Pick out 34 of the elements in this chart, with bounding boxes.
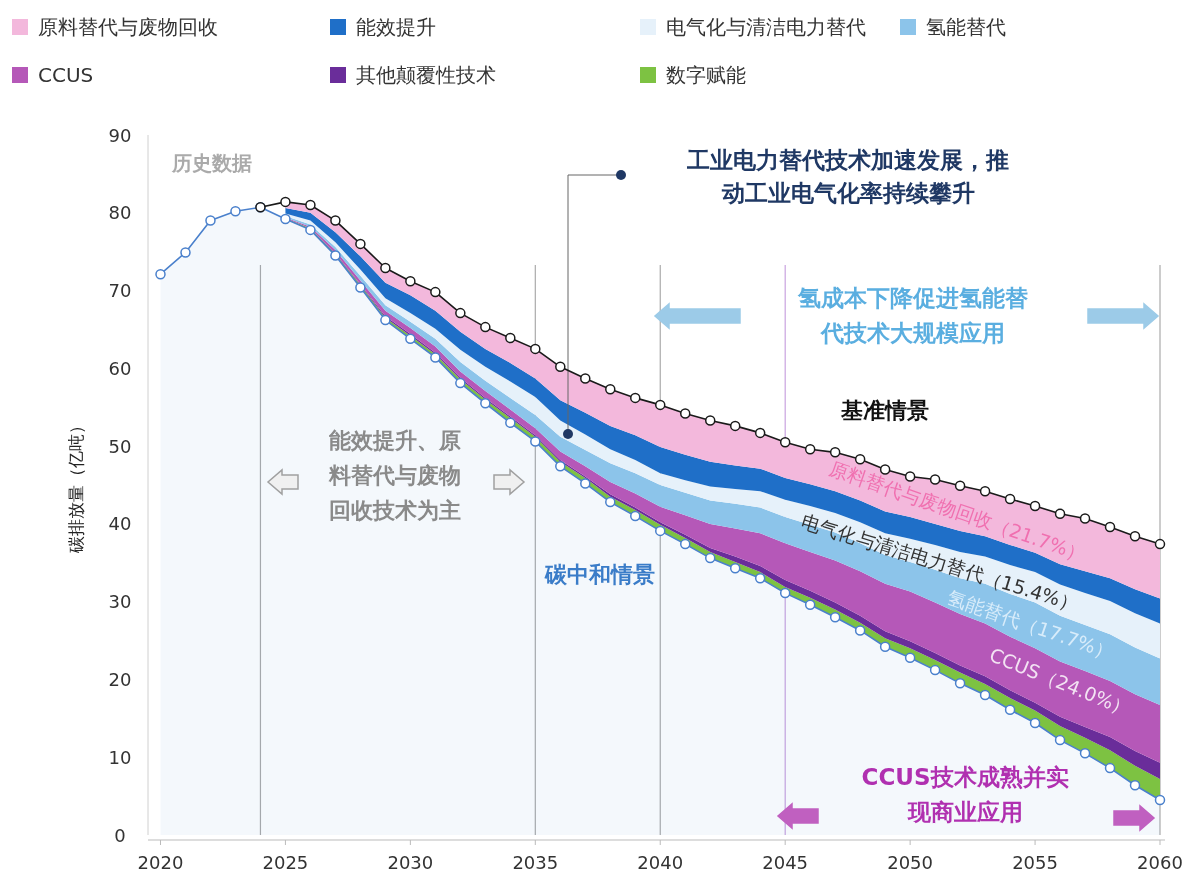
y-tick-label: 60 [108, 357, 132, 379]
x-tick-label: 2050 [887, 851, 934, 873]
x-tick-label: 2020 [137, 851, 184, 873]
y-tick-label: 50 [108, 435, 132, 457]
annotation: CCUS技术成熟并实现商业应用 [861, 764, 1069, 825]
legend-label: 其他颠覆性技术 [356, 63, 496, 87]
annotation: 历史数据 [171, 151, 252, 175]
x-tick-label: 2040 [637, 851, 684, 873]
x-tick-label: 2060 [1137, 851, 1183, 873]
y-tick-label: 80 [108, 202, 132, 224]
y-tick-label: 20 [108, 668, 132, 690]
legend-label: CCUS [38, 63, 94, 87]
x-tick-label: 2045 [762, 851, 809, 873]
series-label: 碳中和情景 [544, 562, 655, 587]
x-tick-label: 2030 [387, 851, 434, 873]
legend-label: 氢能替代 [926, 15, 1006, 39]
y-tick-label: 90 [108, 124, 132, 146]
x-tick-label: 2025 [262, 851, 309, 873]
annotation: 能效提升、原料替代与废物回收技术为主 [328, 428, 461, 523]
y-tick-label: 0 [114, 824, 126, 846]
x-tick-label: 2055 [1012, 851, 1058, 873]
legend-label: 数字赋能 [666, 63, 746, 87]
annotation: 氢成本下降促进氢能替代技术大规模应用 [797, 285, 1028, 346]
legend-label: 能效提升 [356, 15, 436, 39]
y-tick-label: 70 [108, 280, 132, 302]
annotation: 工业电力替代技术加速发展，推动工业电气化率持续攀升 [686, 147, 1009, 206]
y-tick-label: 10 [108, 746, 132, 768]
legend-label: 原料替代与废物回收 [38, 15, 218, 39]
x-tick-label: 2035 [512, 851, 559, 873]
y-tick-label: 30 [108, 591, 132, 613]
legend-label: 电气化与清洁电力替代 [666, 15, 866, 39]
y-tick-label: 40 [108, 513, 132, 535]
series-label: 基准情景 [840, 398, 929, 423]
y-axis-title: 碳排放量（亿吨） [66, 417, 86, 554]
